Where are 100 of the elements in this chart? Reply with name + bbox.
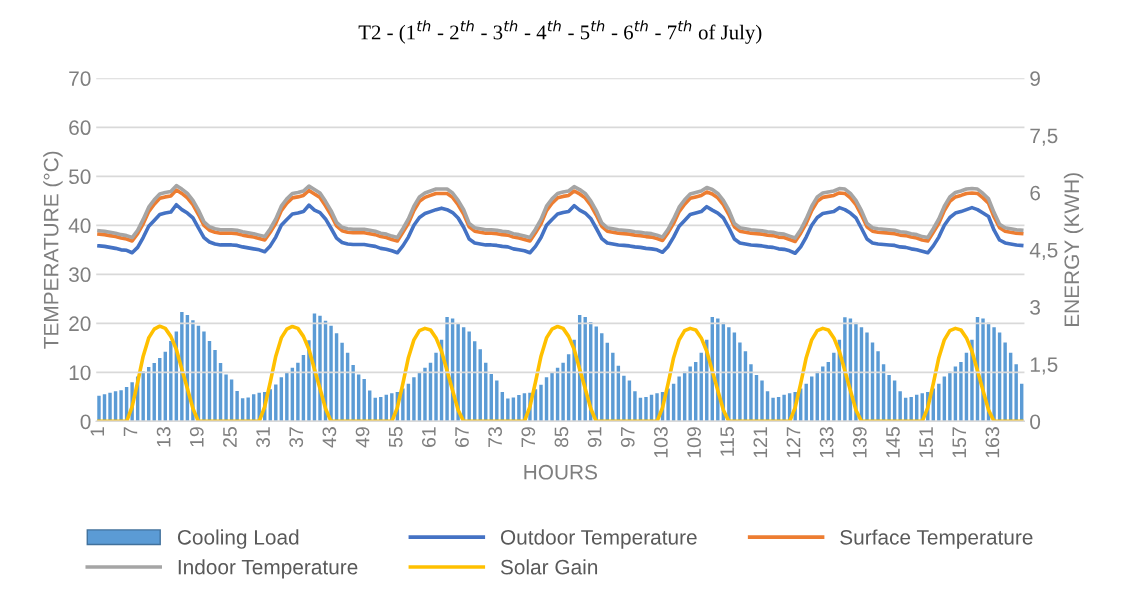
y-tick-label: 20: [69, 316, 91, 332]
x-tick-label: 43: [322, 427, 337, 448]
bar: [898, 391, 902, 422]
bar: [633, 391, 637, 422]
x-tick-label: 163: [985, 427, 1000, 458]
bar: [1014, 364, 1018, 422]
legend-label: Surface Temperature: [840, 529, 1033, 549]
y2-tick-label: 0: [1030, 414, 1041, 430]
x-tick-label: 1: [90, 427, 105, 436]
bar: [937, 383, 941, 422]
bar: [119, 390, 123, 422]
bar: [213, 350, 217, 422]
bar: [246, 397, 250, 422]
x-axis-title: HOURS: [524, 464, 597, 480]
bar: [727, 327, 731, 422]
bar: [771, 397, 775, 422]
bar: [688, 366, 692, 422]
bar: [760, 380, 764, 422]
x-tick-label: 115: [720, 427, 735, 456]
bar: [274, 384, 278, 422]
bar: [434, 352, 438, 422]
x-tick-label: 121: [753, 427, 768, 458]
bar: [749, 364, 753, 422]
y2-tick-label: 3: [1030, 300, 1040, 315]
line-series: [97, 202, 1024, 256]
bar: [423, 367, 427, 422]
x-tick-label: 7: [123, 427, 138, 437]
x-tick-label: 61: [421, 427, 436, 447]
y2-tick-label: 6: [1030, 185, 1040, 201]
x-tick-label: 13: [156, 427, 171, 447]
bar: [235, 390, 239, 422]
x-tick-label: 73: [488, 427, 503, 447]
y-tick-label: 50: [69, 169, 91, 185]
bar: [539, 384, 543, 422]
y2-tick-label: 7,5: [1030, 128, 1058, 146]
x-tick-label: 85: [554, 427, 569, 448]
bar: [611, 352, 615, 422]
bar: [108, 392, 112, 422]
y-tick-label: 30: [68, 267, 91, 283]
x-tick-label: 19: [189, 427, 204, 447]
bar: [224, 374, 228, 422]
bar: [412, 377, 416, 422]
bar: [909, 397, 913, 422]
legend-label: Outdoor Temperature: [500, 529, 697, 549]
bar: [362, 379, 366, 422]
bar: [832, 352, 836, 422]
bar: [506, 398, 510, 422]
bar: [202, 331, 206, 422]
x-tick-label: 109: [687, 427, 701, 458]
bar: [340, 342, 344, 422]
x-tick-label: 139: [852, 427, 867, 458]
x-tick-label: 151: [919, 427, 933, 458]
x-tick-label: 67: [455, 427, 469, 447]
bar: [467, 331, 471, 422]
bar: [285, 372, 289, 422]
bar: [677, 376, 681, 422]
bar: [329, 325, 333, 422]
bar: [97, 395, 101, 422]
bar: [141, 371, 145, 422]
bar: [517, 395, 521, 422]
y2-tick-label: 4,5: [1029, 243, 1058, 261]
x-tick-label: 37: [289, 427, 304, 448]
x-tick-label: 25: [223, 427, 237, 447]
x-tick-label: 91: [587, 427, 602, 447]
y2-axis-title: ENERGY (KWH): [1063, 173, 1084, 327]
bar: [738, 342, 742, 422]
bar: [351, 364, 355, 422]
bar: [959, 361, 963, 422]
y-tick-label: 70: [69, 71, 91, 87]
bar: [948, 371, 952, 422]
bar: [550, 372, 554, 422]
y2-tick-label: 1,5: [1030, 357, 1058, 375]
chart-title: T2 - (1$^{th}$ - 2$^{th}$ - 3$^{th}$ - 4$^{th}$ - 5$^{th}$ - 6$^{th}$ - 7$^{th}$ of July): [358, 20, 762, 44]
bar: [865, 332, 869, 422]
bar: [622, 375, 626, 422]
bar: [876, 351, 880, 422]
y-tick-label: 40: [68, 218, 91, 234]
x-tick-label: 55: [389, 427, 403, 448]
bar: [1003, 342, 1007, 422]
y-tick-label: 10: [69, 365, 91, 381]
legend-label: Solar Gain: [500, 559, 598, 575]
bar: [401, 388, 405, 422]
legend-label: Cooling Load: [177, 529, 299, 549]
legend-label: Indoor Temperature: [178, 559, 358, 579]
y2-tick-label: 9: [1030, 71, 1040, 87]
bar: [821, 366, 825, 422]
y-axis-title: TEMPERATURE (°C): [43, 151, 63, 349]
bar: [992, 327, 996, 422]
y-tick-label: 0: [80, 414, 91, 430]
bar: [782, 394, 786, 422]
x-tick-label: 145: [886, 427, 900, 458]
y-tick-label: 60: [69, 120, 91, 136]
bar: [495, 380, 499, 422]
x-tick-label: 79: [521, 427, 536, 447]
x-tick-label: 127: [786, 427, 801, 458]
bar: [561, 362, 565, 422]
x-tick-label: 49: [355, 427, 370, 448]
bar: [169, 340, 173, 422]
bar: [296, 362, 300, 422]
bar: [887, 374, 891, 422]
